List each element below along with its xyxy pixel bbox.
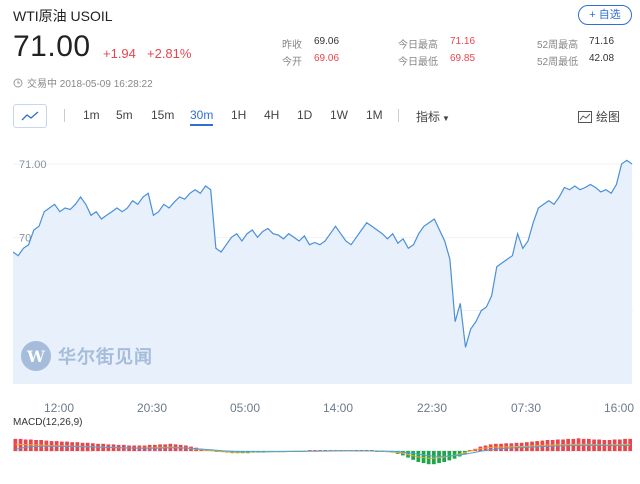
macd-bar [421, 451, 426, 464]
macd-bar [432, 451, 436, 465]
macd-bar [29, 439, 33, 451]
price-change-percent: +2.81% [147, 46, 192, 61]
period-1h[interactable]: 1H [231, 108, 247, 122]
watermark-text: 华尔街见闻 [58, 347, 153, 368]
wallstreetcn-logo-icon: W [21, 341, 51, 371]
clock-icon [13, 78, 23, 87]
indicators-dropdown[interactable]: 指标 ▼ [416, 108, 450, 125]
trading-timestamp: 交易中 2018-05-09 16:28:22 [27, 79, 153, 90]
price-chart[interactable]: 71.0070.0069.00 [13, 140, 633, 412]
macd-bar [566, 438, 570, 451]
draw-tool-button[interactable]: 绘图 [578, 108, 620, 125]
stat-value-day-low: 69.85 [450, 53, 476, 64]
period-1m[interactable]: 1m [83, 108, 100, 122]
macd-bar [571, 438, 576, 451]
stat-value-prev-close: 69.06 [314, 36, 340, 47]
x-tick-label: 14:00 [323, 401, 354, 415]
draw-icon [578, 110, 592, 123]
stat-value-open: 69.06 [314, 53, 340, 64]
stat-label-open: 今开 [282, 57, 302, 68]
period-15m[interactable]: 15m [151, 108, 175, 122]
macd-dea-line [15, 444, 631, 457]
toolbar-divider [64, 109, 65, 122]
stat-label-52w-low: 52周最低 [537, 57, 579, 68]
stat-label-prev-close: 昨收 [282, 40, 302, 51]
macd-bar [576, 438, 581, 451]
y-tick-label: 71.00 [19, 159, 47, 171]
macd-bar [23, 439, 28, 451]
toolbar-divider [398, 109, 399, 122]
period-1w[interactable]: 1W [330, 108, 348, 122]
stat-label-day-high: 今日最高 [398, 40, 438, 51]
x-tick-label: 22:30 [417, 401, 448, 415]
x-tick-label: 16:00 [604, 401, 635, 415]
period-1mo[interactable]: 1M [366, 108, 383, 122]
x-tick-label: 07:30 [511, 401, 542, 415]
x-tick-label: 12:00 [44, 401, 75, 415]
period-1d[interactable]: 1D [297, 108, 313, 122]
macd-bar [308, 450, 312, 451]
period-5m[interactable]: 5m [116, 108, 133, 122]
chart-type-button[interactable] [13, 104, 47, 128]
macd-bar [34, 440, 38, 451]
draw-label: 绘图 [596, 110, 621, 124]
stat-value-52w-high: 71.16 [589, 36, 615, 47]
stat-value-52w-low: 42.08 [589, 53, 615, 64]
macd-bar [426, 451, 431, 465]
price-change: +1.94 [103, 46, 136, 61]
period-4h[interactable]: 4H [264, 108, 280, 122]
macd-chart[interactable] [13, 429, 633, 479]
indicators-label: 指标 [416, 110, 441, 124]
price-area-fill [13, 160, 632, 384]
macd-bar [437, 451, 441, 464]
line-chart-icon [21, 111, 39, 121]
macd-bar [468, 450, 472, 451]
svg-text:W: W [26, 347, 46, 366]
macd-bar [18, 438, 23, 451]
macd-bar [561, 439, 565, 451]
caret-down-icon: ▼ [442, 114, 450, 123]
last-price: 71.00 [13, 30, 91, 63]
macd-bar [623, 438, 627, 451]
stat-value-day-high: 71.16 [450, 36, 476, 47]
x-tick-label: 20:30 [137, 401, 168, 415]
macd-label: MACD(12,26,9) [13, 417, 83, 428]
stat-label-52w-high: 52周最高 [537, 40, 579, 51]
add-watchlist-button[interactable]: + 自选 [578, 5, 632, 25]
stat-label-day-low: 今日最低 [398, 57, 438, 68]
period-30m[interactable]: 30m [190, 108, 214, 126]
chart-toolbar: 1m 5m 15m 30m 1H 4H 1D 1W 1M 指标 ▼ 绘图 [0, 100, 640, 130]
price-line [13, 159, 633, 348]
x-tick-label: 05:00 [230, 401, 261, 415]
macd-bar [13, 438, 18, 451]
watermark: W 华尔街见闻 [20, 340, 153, 372]
instrument-title: WTI原油 USOIL [13, 8, 113, 24]
trading-status: 交易中 2018-05-09 16:28:22 [13, 75, 153, 90]
macd-bar [556, 439, 560, 451]
